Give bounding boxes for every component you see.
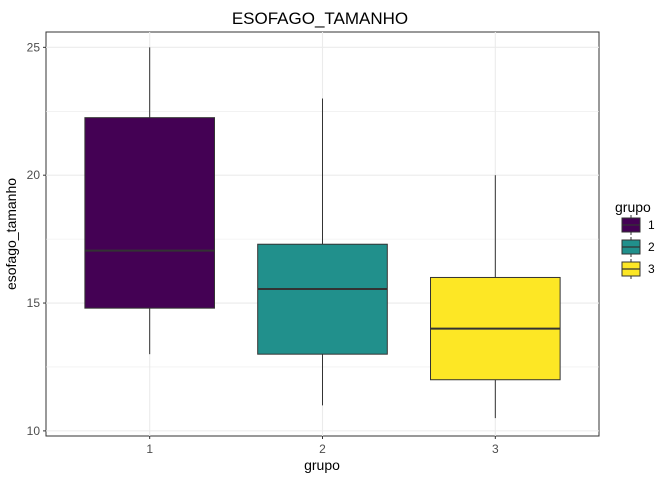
legend-item-2: 2 [621, 237, 655, 257]
legend-label: 1 [648, 218, 655, 232]
y-axis-ticks: 10 15 20 25 [27, 40, 46, 438]
legend-label: 3 [648, 262, 655, 276]
legend-label: 2 [648, 240, 655, 254]
y-tick-label: 25 [27, 40, 41, 54]
x-tick-label: 2 [319, 442, 326, 456]
box-group-2 [257, 98, 388, 406]
y-tick-label: 15 [27, 296, 41, 310]
boxes [84, 47, 561, 419]
chart-title: ESOFAGO_TAMANHO [232, 9, 408, 28]
x-axis-title: grupo [304, 457, 340, 473]
legend-item-1: 1 [621, 215, 655, 235]
legend: grupo 1 2 3 [615, 199, 655, 279]
x-tick-label: 3 [492, 442, 499, 456]
legend-item-3: 3 [621, 259, 655, 279]
legend-title: grupo [615, 199, 651, 215]
y-axis-title: esofago_tamanho [3, 178, 19, 290]
y-tick-label: 20 [27, 168, 41, 182]
y-tick-label: 10 [27, 424, 41, 438]
box-group-3 [430, 175, 561, 419]
x-tick-label: 1 [146, 442, 153, 456]
box-group-1 [84, 47, 215, 355]
box-iqr [84, 117, 215, 309]
box-iqr [257, 243, 388, 355]
x-axis-ticks: 1 2 3 [146, 436, 499, 456]
